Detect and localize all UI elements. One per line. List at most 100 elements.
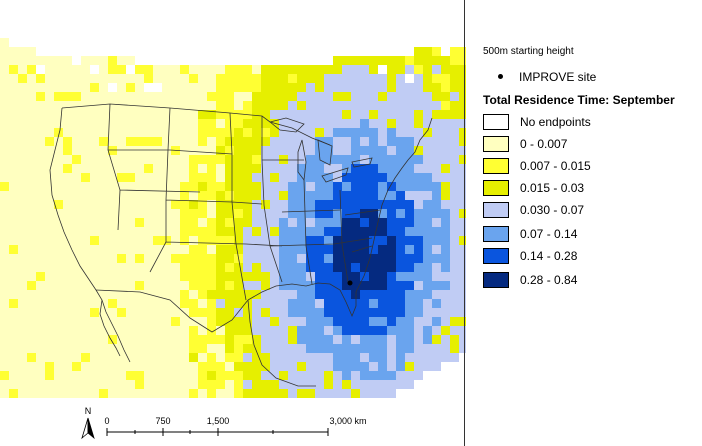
grid-cell	[243, 173, 252, 182]
grid-cell	[36, 92, 45, 101]
residence-time-map[interactable]: N 0 750 1,500 3,000 km	[0, 0, 466, 446]
grid-cell	[333, 83, 342, 92]
grid-cell	[279, 128, 288, 137]
grid-cell	[81, 182, 90, 191]
grid-cell	[351, 335, 360, 344]
grid-cell	[180, 236, 189, 245]
grid-cell	[279, 146, 288, 155]
grid-cell	[171, 317, 180, 326]
grid-cell	[378, 209, 387, 218]
grid-cell	[180, 254, 189, 263]
grid-cell	[387, 326, 396, 335]
grid-cell	[252, 218, 261, 227]
grid-cell	[405, 317, 414, 326]
grid-cell	[423, 182, 432, 191]
grid-cell	[225, 182, 234, 191]
grid-cell	[144, 335, 153, 344]
grid-cell	[279, 119, 288, 128]
grid-cell	[360, 236, 369, 245]
grid-cell	[207, 236, 216, 245]
grid-cell	[216, 371, 225, 380]
grid-cell	[387, 164, 396, 173]
grid-cell	[153, 164, 162, 173]
grid-cell	[0, 119, 9, 128]
grid-cell	[198, 164, 207, 173]
grid-cell	[144, 173, 153, 182]
grid-cell	[135, 200, 144, 209]
grid-cell	[9, 74, 18, 83]
grid-cell	[90, 353, 99, 362]
grid-cell	[432, 209, 441, 218]
grid-cell	[306, 362, 315, 371]
legend-title: Total Residence Time: September	[483, 93, 675, 107]
grid-cell	[324, 236, 333, 245]
grid-cell	[414, 371, 423, 380]
grid-cell	[189, 290, 198, 299]
grid-cell	[405, 119, 414, 128]
grid-cell	[135, 308, 144, 317]
grid-cell	[171, 137, 180, 146]
grid-cell	[360, 335, 369, 344]
grid-cell	[423, 164, 432, 173]
west-coastline	[49, 107, 131, 363]
grid-cell	[135, 92, 144, 101]
grid-cell	[18, 119, 27, 128]
grid-cell	[90, 290, 99, 299]
grid-cell	[279, 362, 288, 371]
grid-cell	[270, 236, 279, 245]
grid-cell	[369, 56, 378, 65]
grid-cell	[378, 344, 387, 353]
grid-cell	[279, 164, 288, 173]
grid-cell	[27, 155, 36, 164]
grid-cell	[315, 335, 324, 344]
grid-cell	[207, 137, 216, 146]
grid-cell	[99, 128, 108, 137]
grid-cell	[45, 290, 54, 299]
grid-cell	[18, 281, 27, 290]
grid-cell	[243, 281, 252, 290]
grid-cell	[297, 200, 306, 209]
grid-cell	[342, 281, 351, 290]
grid-cell	[387, 317, 396, 326]
grid-cell	[333, 101, 342, 110]
grid-cell	[63, 245, 72, 254]
grid-cell	[423, 155, 432, 164]
grid-cell	[441, 164, 450, 173]
grid-cell	[261, 335, 270, 344]
grid-cell	[9, 308, 18, 317]
grid-cell	[450, 83, 459, 92]
grid-cell	[54, 263, 63, 272]
grid-cell	[63, 74, 72, 83]
grid-cell	[261, 299, 270, 308]
grid-cell	[360, 209, 369, 218]
grid-cell	[306, 83, 315, 92]
grid-cell	[45, 191, 54, 200]
grid-cell	[90, 218, 99, 227]
grid-cell	[198, 65, 207, 74]
grid-cell	[270, 272, 279, 281]
grid-cell	[90, 119, 99, 128]
grid-cell	[306, 92, 315, 101]
grid-cell	[27, 344, 36, 353]
grid-cell	[441, 227, 450, 236]
grid-cell	[207, 173, 216, 182]
grid-cell	[36, 353, 45, 362]
grid-cell	[378, 92, 387, 101]
grid-cell	[216, 335, 225, 344]
grid-cell	[108, 119, 117, 128]
grid-cell	[324, 272, 333, 281]
grid-cell	[63, 110, 72, 119]
grid-cell	[18, 155, 27, 164]
grid-cell	[279, 272, 288, 281]
grid-cell	[450, 218, 459, 227]
grid-cell	[288, 101, 297, 110]
grid-cell	[90, 155, 99, 164]
grid-cell	[288, 173, 297, 182]
grid-cell	[459, 218, 466, 227]
grid-cell	[162, 65, 171, 74]
grid-cell	[387, 245, 396, 254]
grid-cell	[405, 164, 414, 173]
grid-cell	[459, 308, 466, 317]
grid-cell	[90, 371, 99, 380]
grid-cell	[279, 191, 288, 200]
